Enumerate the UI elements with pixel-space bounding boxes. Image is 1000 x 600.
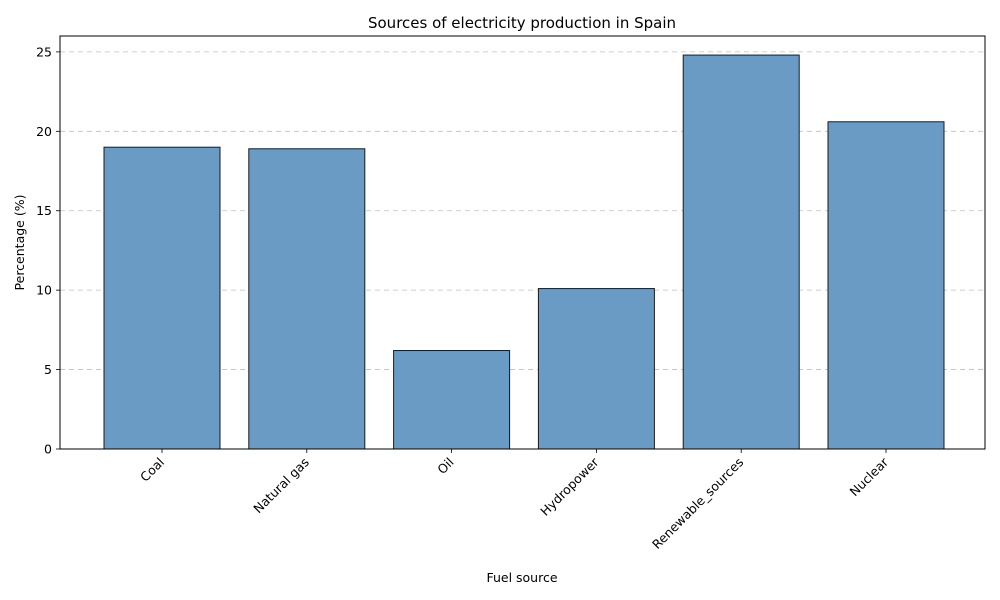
y-axis-label: Percentage (%) (12, 195, 27, 291)
bar-nuclear (827, 121, 945, 450)
y-tick-label: 15 (36, 203, 52, 218)
y-axis-ticks: 0 5 10 15 20 25 (36, 44, 60, 457)
x-tick-label: Coal (137, 455, 167, 485)
y-tick-label: 0 (44, 442, 52, 457)
bar-coal (103, 146, 221, 450)
y-tick-label: 5 (44, 362, 52, 377)
x-axis-ticks: Coal Natural gas Oil Hydropower Renewable_so… (137, 449, 892, 552)
bars (103, 54, 945, 450)
y-tick-label: 25 (36, 44, 52, 59)
chart-title: Sources of electricity production in Spa… (368, 14, 676, 32)
x-tick-label: Oil (434, 455, 456, 477)
bar-natural-gas (248, 148, 366, 450)
bar-hydropower (537, 288, 655, 450)
x-axis-label: Fuel source (486, 570, 557, 585)
y-tick-label: 10 (36, 283, 52, 298)
x-tick-label: Nuclear (846, 454, 891, 499)
x-tick-label: Renewable_sources (649, 455, 746, 552)
bar-renewable-sources (682, 54, 800, 450)
x-tick-label: Hydropower (537, 454, 602, 519)
bar-oil (393, 350, 511, 450)
x-tick-label: Natural gas (250, 455, 312, 517)
plot-frame (59, 35, 986, 450)
y-tick-label: 20 (36, 124, 52, 139)
